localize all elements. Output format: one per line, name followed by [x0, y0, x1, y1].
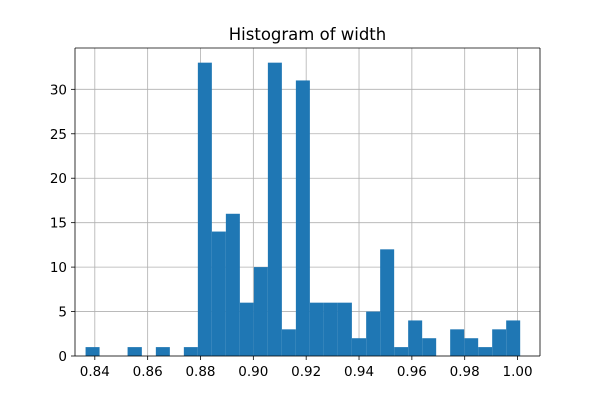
- bars-group: [85, 62, 521, 357]
- histogram-bar: [85, 347, 100, 356]
- x-tick-label: 0.84: [80, 364, 110, 380]
- histogram-bar: [351, 338, 367, 356]
- x-tick-label: 0.88: [185, 364, 215, 380]
- histogram-bar: [183, 347, 198, 356]
- histogram-bar: [450, 329, 465, 356]
- x-tick-label: 0.96: [397, 364, 427, 380]
- histogram-bar: [506, 320, 521, 356]
- x-tick-label: 0.92: [291, 364, 321, 380]
- histogram-bar: [464, 338, 479, 356]
- histogram-bar: [267, 62, 282, 357]
- histogram-bar: [492, 329, 507, 356]
- histogram-bar: [225, 213, 240, 356]
- x-axis-ticks: 0.84 0.86 0.88 0.90 0.92 0.94 0.96 0.98 1.00: [80, 356, 533, 380]
- histogram-bar: [422, 338, 437, 356]
- y-tick-label: 5: [58, 305, 67, 321]
- x-tick-label: 1.00: [503, 364, 533, 380]
- axes-frame: [74, 47, 541, 357]
- y-tick-label: 20: [50, 171, 67, 187]
- histogram-bar: [253, 267, 268, 356]
- chart-title: Histogram of width: [229, 25, 386, 44]
- x-tick-label: 0.94: [344, 364, 374, 380]
- y-axis-ticks: 0 5 10 15 20 25 30: [50, 82, 75, 365]
- histogram-bar: [239, 302, 254, 356]
- histogram-bar: [197, 62, 212, 357]
- histogram-bar: [408, 320, 423, 356]
- y-tick-label: 15: [50, 216, 67, 232]
- y-tick-label: 10: [50, 260, 67, 276]
- histogram-bar: [309, 302, 324, 356]
- x-tick-label: 0.98: [450, 364, 480, 380]
- x-tick-label: 0.90: [238, 364, 268, 380]
- histogram-bar: [366, 311, 381, 356]
- histogram-bar: [211, 231, 226, 356]
- histogram-bar: [380, 249, 395, 356]
- y-tick-label: 0: [58, 349, 67, 365]
- histogram-bar: [295, 80, 310, 356]
- histogram-bar: [337, 302, 352, 356]
- y-tick-label: 25: [50, 127, 67, 143]
- histogram-bar: [323, 302, 338, 356]
- histogram-bar: [394, 347, 409, 356]
- y-tick-label: 30: [50, 82, 67, 98]
- x-tick-label: 0.86: [133, 364, 163, 380]
- histogram-bar: [127, 347, 142, 356]
- histogram-bar: [281, 329, 296, 356]
- histogram-bar: [155, 347, 170, 356]
- histogram-bar: [478, 347, 493, 356]
